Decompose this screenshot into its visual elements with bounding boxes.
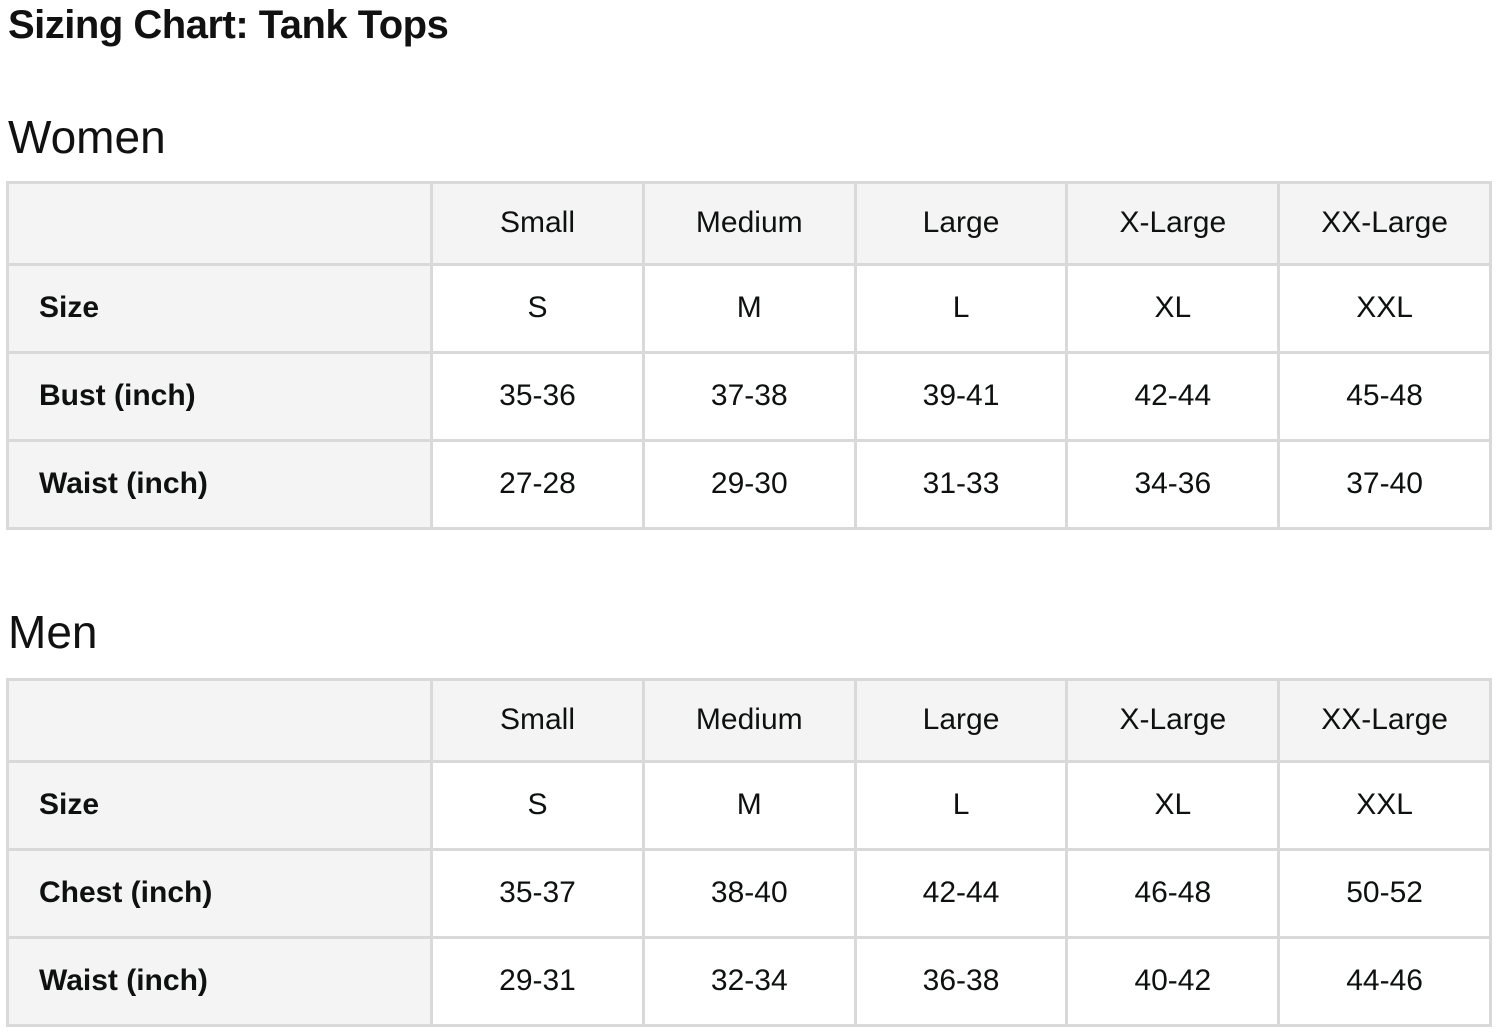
- column-header: Small: [430, 180, 645, 266]
- value-cell: 37-38: [641, 350, 857, 442]
- value-cell: 32-34: [641, 935, 857, 1027]
- value-cell: S: [430, 759, 645, 851]
- women-section: Women Small Medium Large X-Large XX-Large Siz…: [5, 111, 1492, 530]
- table-row: Size S M L XL XXL: [5, 262, 1492, 354]
- column-header: Small: [430, 677, 645, 763]
- page-title: Sizing Chart: Tank Tops: [8, 3, 449, 47]
- value-cell: 31-33: [853, 438, 1069, 530]
- column-header: XX-Large: [1277, 180, 1492, 266]
- column-header: X-Large: [1065, 180, 1281, 266]
- corner-cell: [5, 677, 434, 763]
- value-cell: 45-48: [1277, 350, 1492, 442]
- value-cell: L: [853, 759, 1069, 851]
- value-cell: L: [853, 262, 1069, 354]
- corner-cell: [5, 180, 434, 266]
- value-cell: 38-40: [641, 847, 857, 939]
- value-cell: 35-36: [430, 350, 645, 442]
- value-cell: S: [430, 262, 645, 354]
- column-header: Medium: [641, 677, 857, 763]
- column-header: XX-Large: [1277, 677, 1492, 763]
- value-cell: XXL: [1277, 262, 1492, 354]
- column-header: Medium: [641, 180, 857, 266]
- value-cell: 44-46: [1277, 935, 1492, 1027]
- row-label: Waist (inch): [5, 935, 434, 1027]
- section-heading-women: Women: [8, 111, 166, 163]
- value-cell: M: [641, 759, 857, 851]
- value-cell: XL: [1065, 759, 1281, 851]
- row-label: Size: [5, 759, 434, 851]
- value-cell: 40-42: [1065, 935, 1281, 1027]
- value-cell: 37-40: [1277, 438, 1492, 530]
- column-header-row: Small Medium Large X-Large XX-Large: [5, 677, 1492, 763]
- women-size-table: Small Medium Large X-Large XX-Large Size S M L XL…: [5, 180, 1492, 530]
- value-cell: 29-31: [430, 935, 645, 1027]
- table-row: Waist (inch) 29-31 32-34 36-38 40-42 44-46: [5, 935, 1492, 1027]
- column-header: Large: [853, 180, 1069, 266]
- value-cell: 35-37: [430, 847, 645, 939]
- value-cell: 50-52: [1277, 847, 1492, 939]
- value-cell: XXL: [1277, 759, 1492, 851]
- table-row: Bust (inch) 35-36 37-38 39-41 42-44 45-48: [5, 350, 1492, 442]
- column-header: Large: [853, 677, 1069, 763]
- row-label: Bust (inch): [5, 350, 434, 442]
- column-header-row: Small Medium Large X-Large XX-Large: [5, 180, 1492, 266]
- row-label: Waist (inch): [5, 438, 434, 530]
- table-row: Chest (inch) 35-37 38-40 42-44 46-48 50-52: [5, 847, 1492, 939]
- men-size-table: Small Medium Large X-Large XX-Large Size S M L XL…: [5, 677, 1492, 1027]
- value-cell: 36-38: [853, 935, 1069, 1027]
- value-cell: 27-28: [430, 438, 645, 530]
- value-cell: 39-41: [853, 350, 1069, 442]
- column-header: X-Large: [1065, 677, 1281, 763]
- row-label: Chest (inch): [5, 847, 434, 939]
- value-cell: 46-48: [1065, 847, 1281, 939]
- men-section: Men Small Medium Large X-Large XX-Large Size S…: [5, 605, 1492, 1027]
- section-heading-men: Men: [8, 605, 98, 658]
- row-label: Size: [5, 262, 434, 354]
- value-cell: XL: [1065, 262, 1281, 354]
- value-cell: M: [641, 262, 857, 354]
- value-cell: 42-44: [853, 847, 1069, 939]
- value-cell: 34-36: [1065, 438, 1281, 530]
- table-row: Size S M L XL XXL: [5, 759, 1492, 851]
- value-cell: 42-44: [1065, 350, 1281, 442]
- value-cell: 29-30: [641, 438, 857, 530]
- table-row: Waist (inch) 27-28 29-30 31-33 34-36 37-40: [5, 438, 1492, 530]
